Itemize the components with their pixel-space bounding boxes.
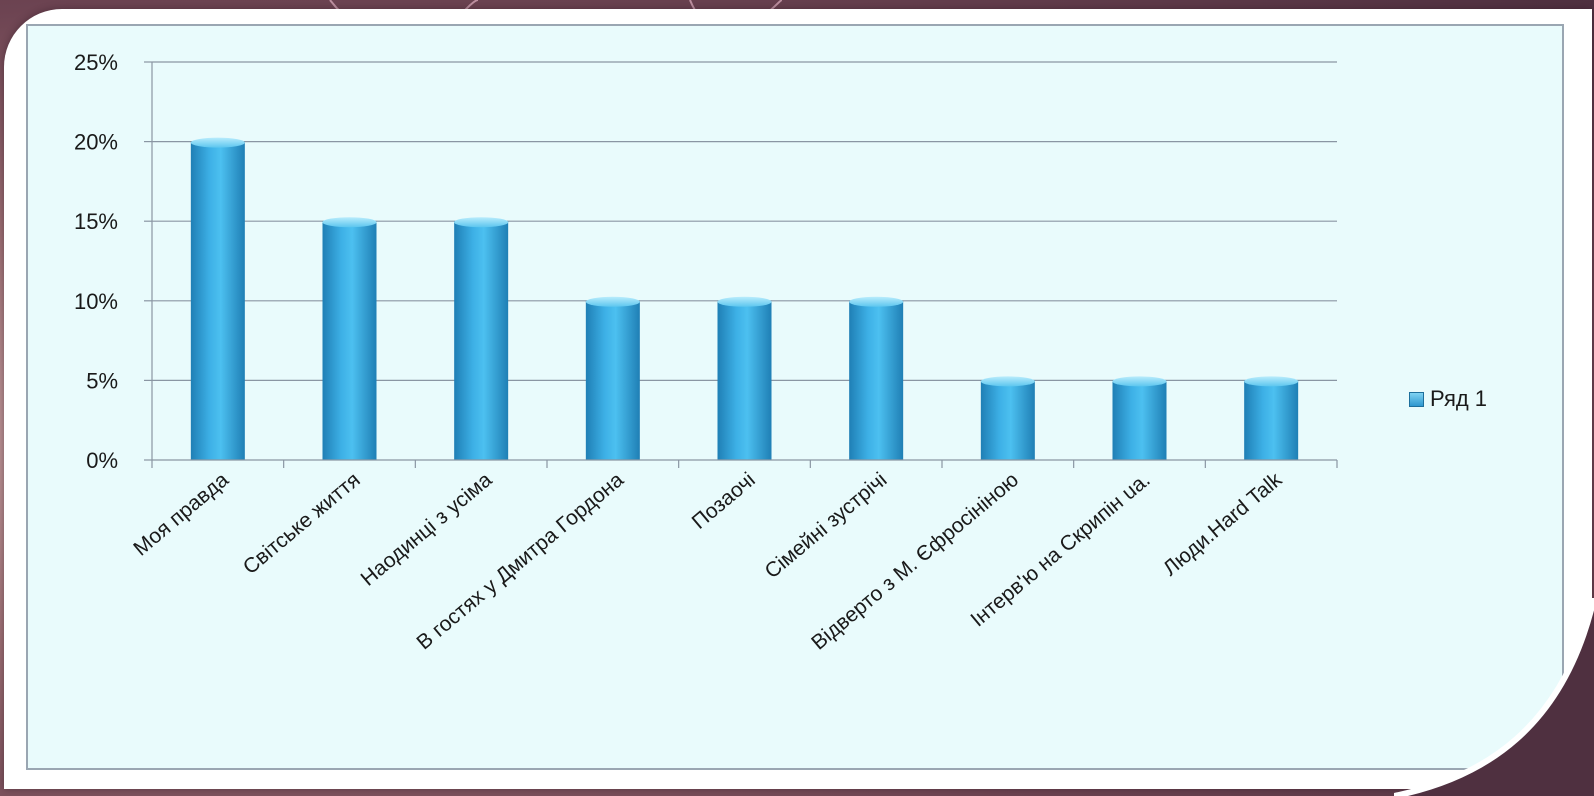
bar-top-cap bbox=[1244, 376, 1299, 387]
bar-top-cap bbox=[585, 296, 640, 307]
legend-swatch bbox=[1409, 391, 1424, 407]
bar-top-cap bbox=[322, 217, 377, 228]
page-curl-corner bbox=[1394, 598, 1594, 796]
y-tick-label: 25% bbox=[74, 50, 118, 75]
bar bbox=[980, 380, 1035, 460]
y-tick-label: 10% bbox=[74, 289, 118, 314]
x-category-label: Моя правда bbox=[129, 468, 233, 561]
x-category-label: Світське життя bbox=[239, 468, 365, 579]
bars bbox=[190, 137, 1299, 460]
bar-top-cap bbox=[454, 217, 509, 228]
bar-top-cap bbox=[980, 376, 1035, 387]
chart-area bbox=[26, 24, 1564, 770]
y-tick-label: 15% bbox=[74, 209, 118, 234]
legend: Ряд 1 bbox=[1409, 386, 1487, 412]
legend-label: Ряд 1 bbox=[1430, 386, 1488, 411]
bar bbox=[1112, 380, 1167, 460]
x-category-label: Позаочі bbox=[688, 468, 760, 534]
y-tick-label: 5% bbox=[86, 368, 118, 393]
bar bbox=[1244, 380, 1299, 460]
y-tick-label: 20% bbox=[74, 130, 118, 155]
x-category-label: Люди.Hard Talk bbox=[1159, 468, 1287, 581]
bar bbox=[190, 141, 245, 460]
bar-top-cap bbox=[190, 137, 245, 148]
axes bbox=[144, 61, 1338, 468]
bar-top-cap bbox=[1112, 376, 1167, 387]
y-axis-tick-labels: 0% 5% 10% 15% 20% 25% bbox=[74, 50, 118, 473]
x-category-label: В гостях у Дмитра Гордона bbox=[412, 468, 628, 654]
bar-top-cap bbox=[717, 296, 772, 307]
bar bbox=[454, 221, 509, 460]
y-tick-label: 0% bbox=[86, 448, 118, 473]
bar bbox=[717, 300, 772, 460]
bar bbox=[849, 300, 904, 460]
x-category-label: Відверто з М. Єфросініною bbox=[807, 468, 1023, 654]
bar-top-cap bbox=[849, 296, 904, 307]
x-category-label: Наодинці з усіма bbox=[357, 468, 497, 591]
bar bbox=[585, 300, 640, 460]
x-category-label: Сімейні зустрічі bbox=[761, 468, 892, 583]
bar bbox=[322, 221, 377, 460]
